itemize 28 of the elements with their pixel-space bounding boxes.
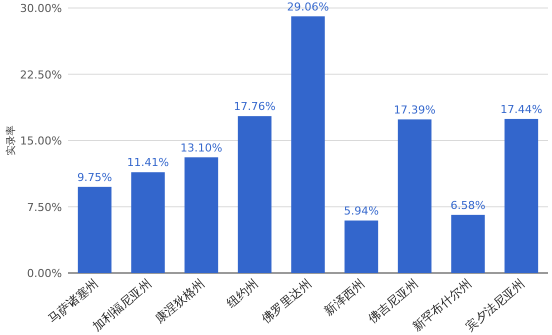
y-axis-title: 实录率: [5, 126, 17, 156]
x-tick-label: 佛罗里达州: [258, 276, 314, 326]
y-tick-label: 15.00%: [20, 134, 62, 148]
data-label: 6.58%: [450, 198, 486, 212]
bar: [184, 157, 218, 273]
bar: [398, 119, 432, 273]
x-tick-label: 新泽西州: [321, 276, 368, 318]
x-tick-label: 康涅狄格州: [152, 276, 208, 326]
bar: [291, 16, 325, 273]
data-label: 29.06%: [287, 0, 329, 14]
bar: [131, 172, 165, 273]
y-tick-label: 22.50%: [20, 68, 62, 82]
data-label: 17.39%: [394, 103, 436, 116]
data-label: 17.76%: [234, 100, 276, 114]
data-label: 9.75%: [77, 170, 112, 184]
data-label: 11.41%: [127, 156, 169, 170]
y-tick-label: 30.00%: [20, 2, 62, 15]
data-label: 17.44%: [500, 102, 542, 116]
bar: [451, 214, 485, 273]
bar: [238, 116, 272, 273]
data-label: 13.10%: [180, 141, 222, 154]
bar: [344, 220, 378, 273]
data-label: 5.94%: [344, 204, 379, 218]
bar: [504, 118, 538, 273]
y-tick-label: 7.50%: [27, 200, 62, 214]
x-tick-label: 纽约州: [224, 276, 261, 310]
bar: [78, 186, 112, 273]
y-tick-label: 0.00%: [27, 267, 62, 280]
